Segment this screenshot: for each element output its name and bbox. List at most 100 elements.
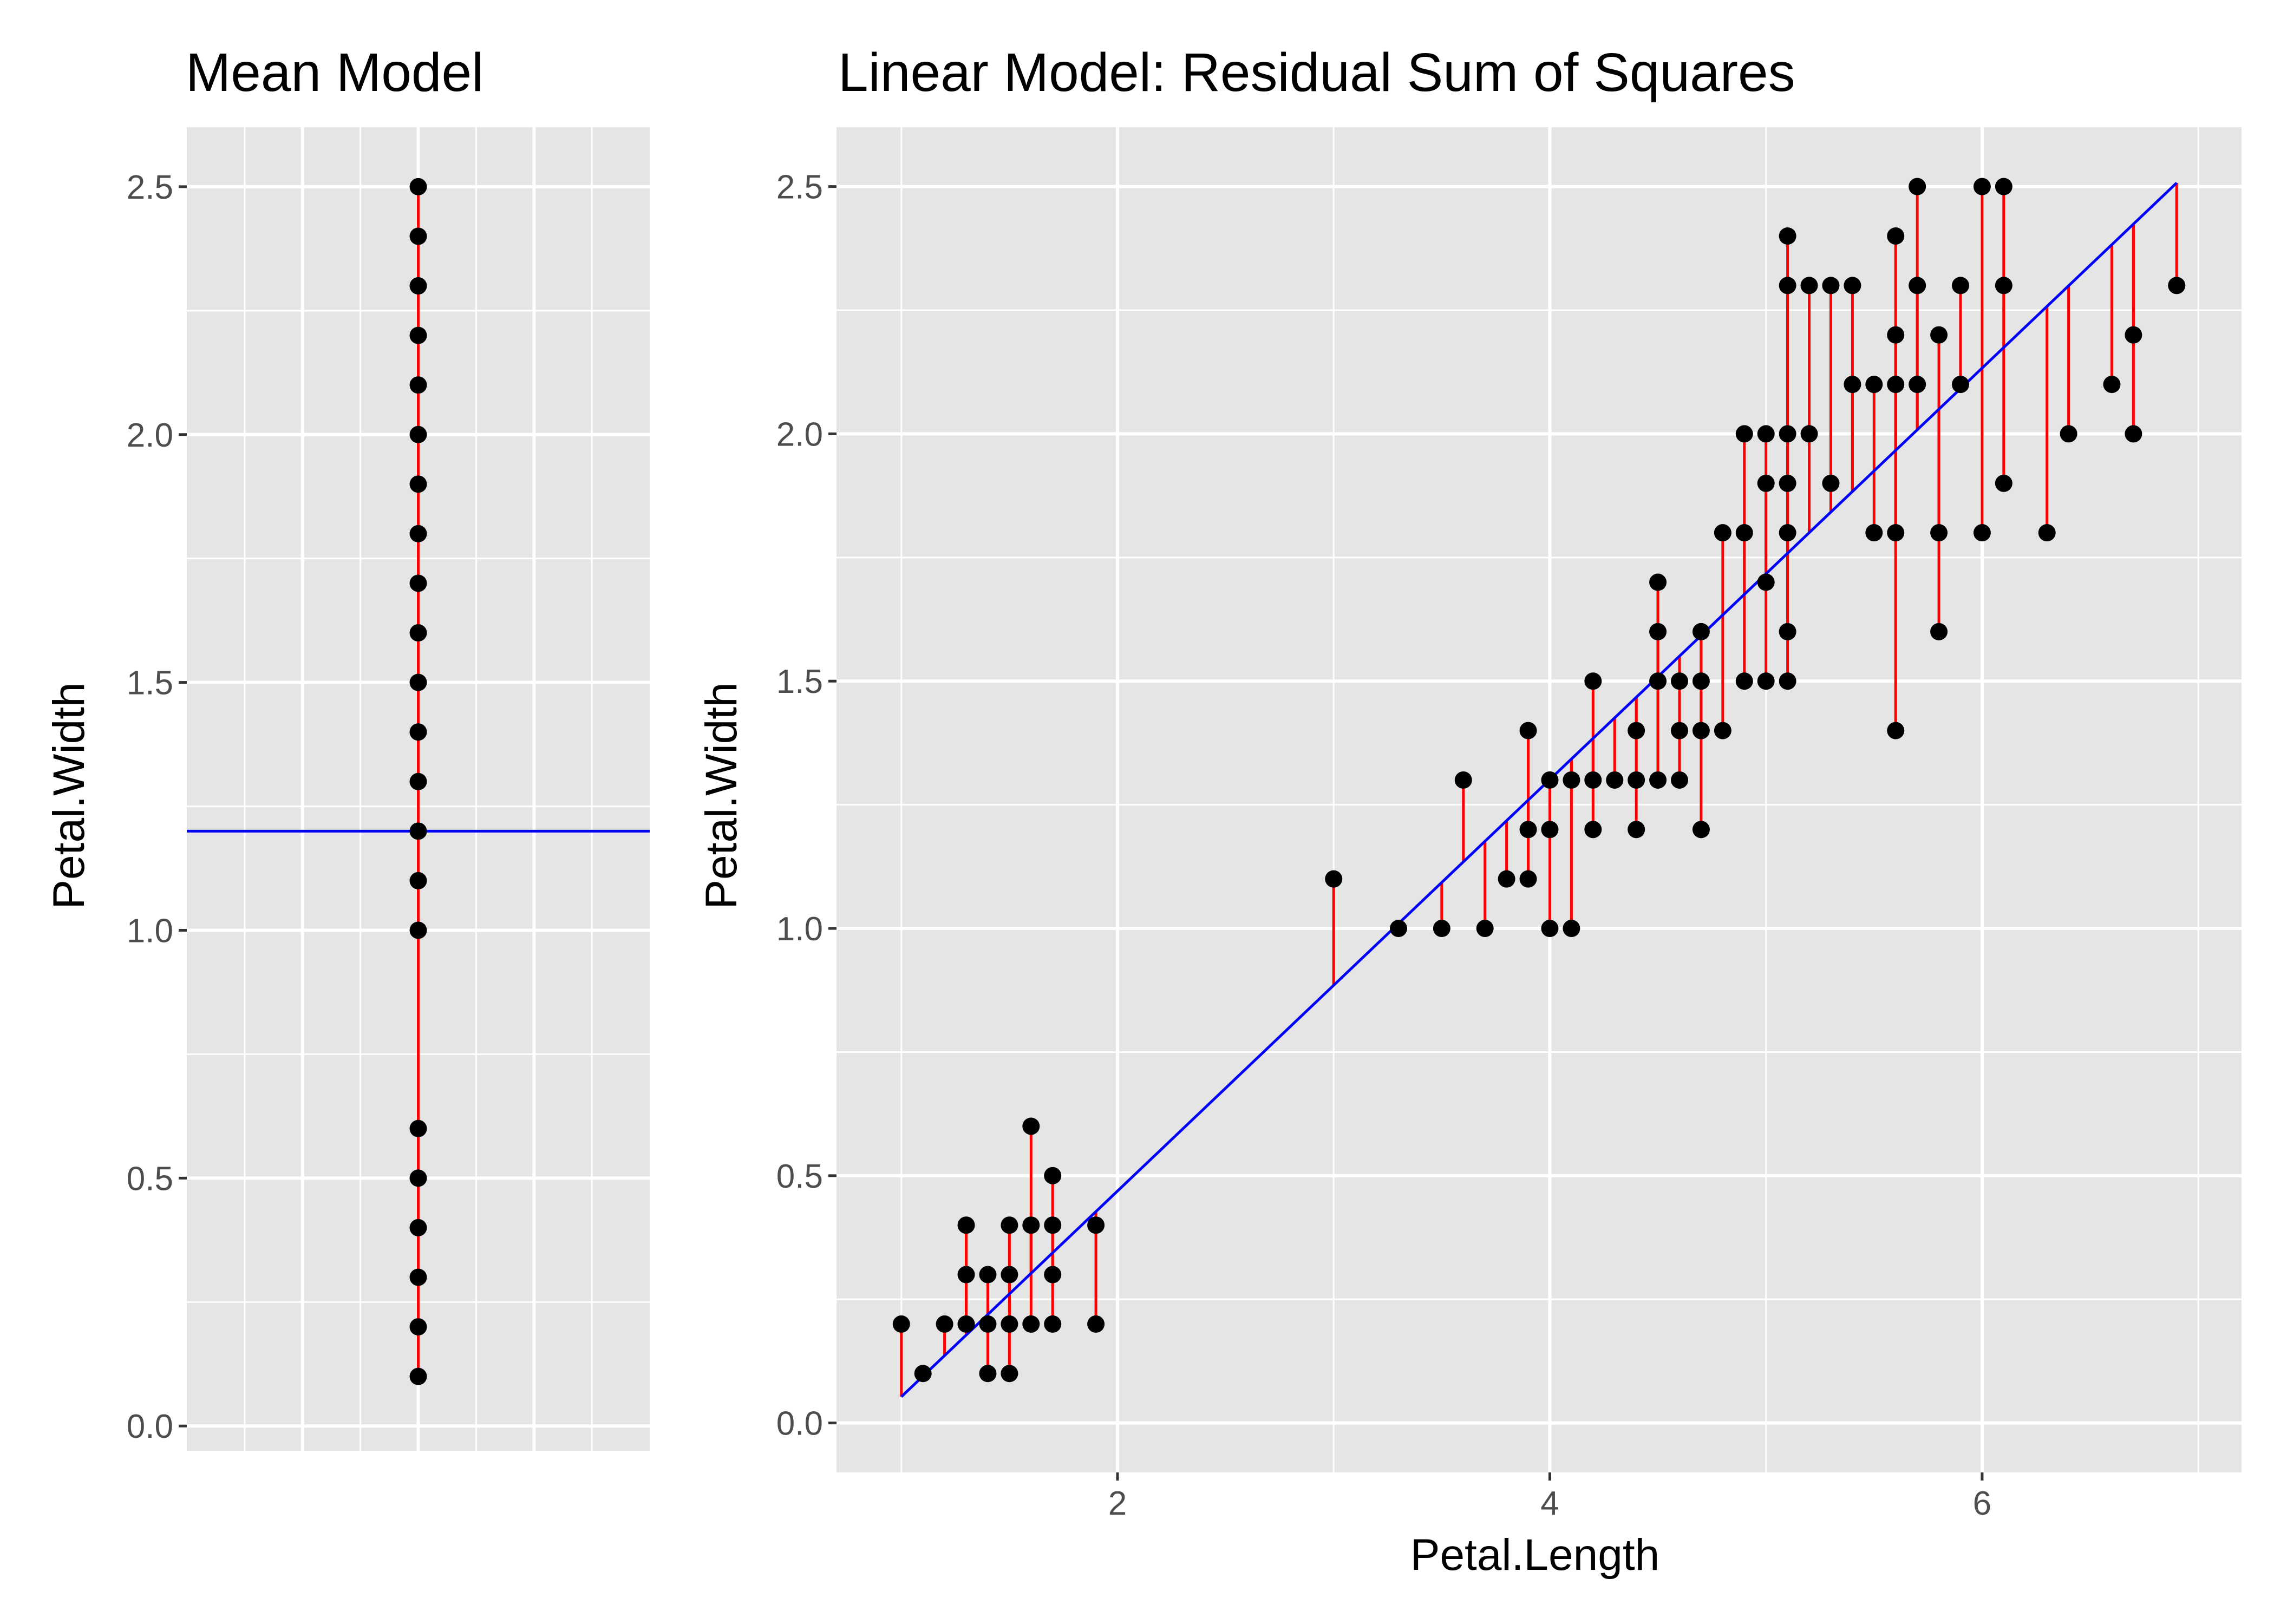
data-point [1044,1315,1062,1333]
data-point [409,1318,427,1336]
data-point [1844,277,1861,294]
data-point [1692,672,1710,690]
y-tick-label: 2.5 [776,169,823,206]
y-tick-label: 1.5 [127,665,173,702]
data-point [409,624,427,642]
data-point [914,1365,932,1383]
data-point [1671,771,1688,789]
data-point [1476,920,1494,938]
data-point [1779,623,1796,640]
data-point [1887,326,1905,344]
data-point [1001,1315,1018,1333]
data-point [1800,277,1818,294]
data-point [1541,821,1559,839]
data-point [1757,425,1775,443]
data-point [1649,771,1667,789]
data-point [957,1315,975,1333]
data-point [979,1315,997,1333]
data-point [409,921,427,939]
data-point [1044,1266,1062,1284]
data-point [1800,425,1818,443]
linear-model-x-axis: 2 4 6 [1108,1472,1991,1522]
data-point [1995,474,2012,492]
data-point [1779,672,1796,690]
y-tick-label: 1.0 [776,911,823,948]
data-point [2060,425,2077,443]
data-point [1087,1216,1105,1234]
mean-model-panel: Mean Model 0.0 0.5 1.0 1.5 2.0 2.5 Petal.Widt… [44,42,650,1451]
data-point [1735,425,1753,443]
data-point [1584,821,1602,839]
data-point [1887,722,1905,739]
y-tick-label: 0.5 [127,1160,173,1197]
data-point [409,574,427,592]
data-point [1519,870,1537,888]
data-point [1779,425,1796,443]
linear-model-panel: Linear Model: Residual Sum of Squares 0.… [697,42,2242,1580]
data-point [1454,771,1472,789]
data-point [1779,474,1796,492]
data-point [1433,920,1450,938]
data-point [1671,672,1688,690]
data-point [1995,277,2012,294]
data-point [1692,623,1710,640]
data-point [979,1266,997,1284]
y-tick-label: 2.0 [127,417,173,454]
y-tick-label: 0.5 [776,1158,823,1195]
data-point [409,772,427,790]
data-point [409,1119,427,1137]
data-point [1757,474,1775,492]
data-point [1649,672,1667,690]
data-point [1044,1167,1062,1184]
data-point [1930,326,1948,344]
data-point [1865,524,1883,542]
data-point [409,326,427,344]
data-point [409,475,427,493]
data-point [2125,326,2142,344]
data-point [1952,277,1969,294]
data-point [409,723,427,741]
data-point [1995,178,2012,195]
data-point [2168,277,2186,294]
data-point [2038,524,2056,542]
data-point [1757,672,1775,690]
data-point [409,872,427,889]
data-point [1519,821,1537,839]
data-point [409,227,427,245]
data-point [1390,920,1407,938]
linear-model-y-axis: 0.0 0.5 1.0 1.5 2.0 2.5 [776,169,837,1443]
data-point [1606,771,1624,789]
data-point [409,178,427,195]
data-point [409,1268,427,1286]
y-tick-label: 0.0 [127,1408,173,1445]
x-tick-label: 2 [1108,1485,1127,1522]
data-point [1973,178,1991,195]
data-point [1022,1117,1040,1135]
linear-model-grid [837,127,2242,1472]
data-point [1779,277,1796,294]
y-tick-label: 2.0 [776,416,823,453]
data-point [1909,277,1926,294]
data-point [1001,1266,1018,1284]
data-point [1822,277,1840,294]
linear-model-x-axis-title: Petal.Length [1410,1530,1660,1580]
data-point [1584,771,1602,789]
data-point [1541,771,1559,789]
y-tick-label: 1.5 [776,663,823,700]
data-point [409,1169,427,1187]
y-tick-label: 1.0 [127,912,173,949]
data-point [1952,376,1969,394]
data-point [1692,722,1710,739]
data-point [409,1367,427,1385]
data-point [1909,178,1926,195]
data-point [1930,623,1948,640]
data-point [892,1315,910,1333]
data-point [1930,524,1948,542]
data-point [409,525,427,542]
mean-model-points [409,178,427,1385]
data-point [409,822,427,840]
data-point [1887,227,1905,245]
data-point [1735,524,1753,542]
x-tick-label: 4 [1540,1485,1559,1522]
data-point [1649,573,1667,591]
